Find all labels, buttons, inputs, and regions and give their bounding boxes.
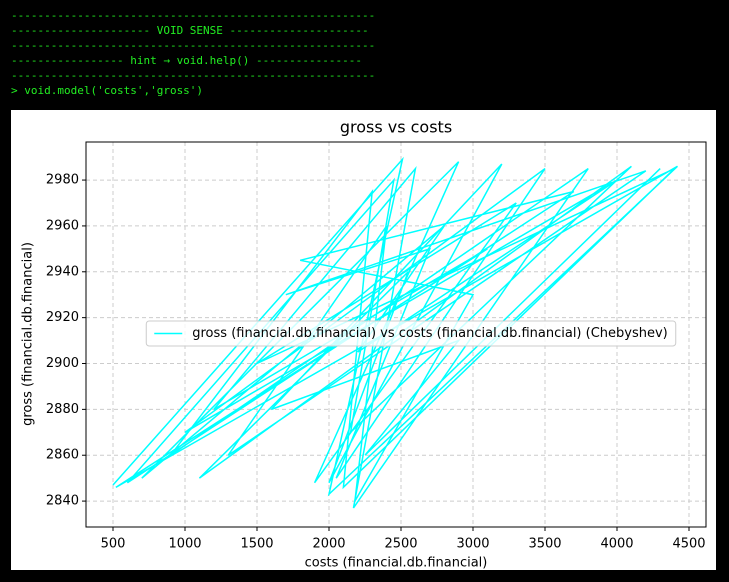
y-tick-label: 2940 <box>46 264 79 279</box>
x-tick-label: 1000 <box>168 537 201 552</box>
y-tick-label: 2840 <box>46 494 79 509</box>
x-tick-label: 2500 <box>384 537 417 552</box>
chart-title: gross vs costs <box>340 118 452 137</box>
x-tick-label: 4500 <box>672 537 705 552</box>
x-tick-label: 2000 <box>312 537 345 552</box>
x-axis-label: costs (financial.db.financial) <box>305 556 488 571</box>
legend-box <box>145 320 677 347</box>
x-tick-label: 3000 <box>456 537 489 552</box>
y-tick-label: 2960 <box>46 218 79 233</box>
x-tick-label: 3500 <box>528 537 561 552</box>
terminal-line: ----------------------------------------… <box>11 69 375 82</box>
x-tick-label: 500 <box>101 537 126 552</box>
terminal-line: ----------------- hint → void.help() ---… <box>11 54 362 67</box>
y-tick-label: 2980 <box>46 173 79 188</box>
x-tick-label: 1500 <box>240 537 273 552</box>
legend-label: gross (financial.db.financial) vs costs … <box>192 326 668 341</box>
terminal-line: ----------------------------------------… <box>11 39 375 52</box>
y-tick-label: 2920 <box>46 310 79 325</box>
terminal-line: > void.model('costs','gross') <box>11 84 203 97</box>
y-axis-label: gross (financial.db.financial) <box>21 242 36 426</box>
terminal-line: ----------------------------------------… <box>11 9 375 22</box>
terminal-line: --------------------- VOID SENSE -------… <box>11 24 369 37</box>
y-tick-label: 2860 <box>46 448 79 463</box>
y-tick-label: 2880 <box>46 402 79 417</box>
x-tick-label: 4000 <box>600 537 633 552</box>
y-tick-label: 2900 <box>46 356 79 371</box>
plot-frame <box>85 141 707 528</box>
legend: gross (financial.db.financial) vs costs … <box>145 320 677 347</box>
